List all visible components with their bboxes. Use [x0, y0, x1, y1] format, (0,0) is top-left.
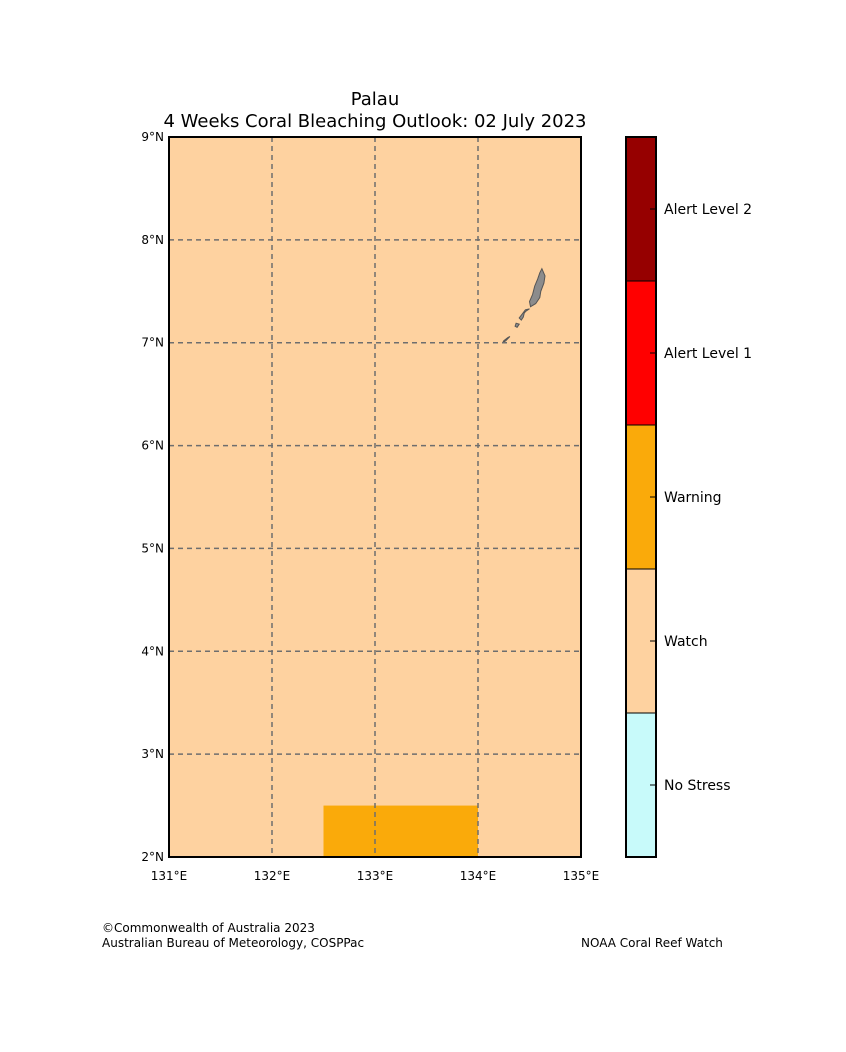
lat-tick-label: 8°N	[141, 233, 164, 247]
colorbar: No Stress Watch Warning Alert Level 1 Alert …	[625, 136, 752, 858]
title-line-1: Palau	[351, 89, 400, 110]
lat-tick-label: 5°N	[141, 541, 164, 555]
region-warning-0	[323, 805, 478, 857]
lat-tick-label: 2°N	[141, 850, 164, 864]
lat-tick-label: 6°N	[141, 439, 164, 453]
island-2	[514, 322, 520, 328]
colorbar-frame	[625, 136, 657, 858]
lon-tick-label: 132°E	[254, 869, 291, 883]
colorbar-label-warning: Warning	[664, 490, 722, 506]
colorbar-label-no-stress: No Stress	[664, 778, 731, 794]
footer-agency: Australian Bureau of Meteorology, COSPPa…	[102, 936, 365, 950]
colorbar-label-watch: Watch	[664, 634, 708, 650]
footer-copyright: ©Commonwealth of Australia 2023	[102, 921, 315, 935]
map-panel: 131°E 132°E 133°E 134°E 135°E 2°N 3°N 4°N 5°N 6°N…	[141, 130, 599, 883]
footer-credit: NOAA Coral Reef Watch	[581, 936, 723, 950]
lat-tick-label: 3°N	[141, 747, 164, 761]
colorbar-label-alert-level-2: Alert Level 2	[664, 202, 752, 218]
colorbar-label-alert-level-1: Alert Level 1	[664, 346, 752, 362]
island-1	[518, 308, 530, 321]
lat-tick-label: 4°N	[141, 644, 164, 658]
lon-tick-label: 134°E	[460, 869, 497, 883]
island-3	[502, 336, 511, 344]
island-0	[528, 267, 546, 308]
lat-tick-label: 7°N	[141, 336, 164, 350]
lon-tick-label: 131°E	[151, 869, 188, 883]
title-line-2: 4 Weeks Coral Bleaching Outlook: 02 July…	[163, 111, 586, 132]
lon-tick-label: 135°E	[563, 869, 600, 883]
lat-tick-label: 9°N	[141, 130, 164, 144]
lon-tick-label: 133°E	[357, 869, 394, 883]
map-frame	[168, 136, 582, 858]
